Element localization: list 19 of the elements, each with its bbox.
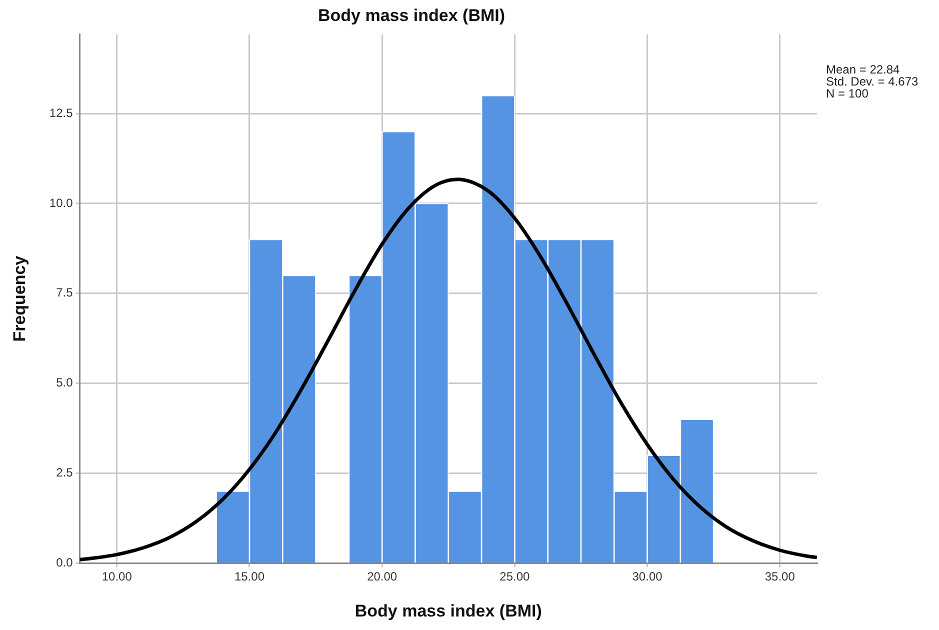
x-tick-label: 35.00 xyxy=(764,570,796,584)
x-axis-title: Body mass index (BMI) xyxy=(354,601,542,620)
y-axis-title: Frequency xyxy=(10,255,29,342)
y-tick-label: 2.5 xyxy=(56,466,74,480)
x-tick-label: 10.00 xyxy=(102,570,132,584)
text: Std. Dev. = 4.673 xyxy=(826,74,918,88)
y-tick-label: 10.0 xyxy=(49,196,74,210)
y-tick-label: 5.0 xyxy=(56,376,74,390)
y-tick-label: 7.5 xyxy=(56,286,74,300)
x-tick-label: 20.00 xyxy=(367,570,398,584)
chart-title: Body mass index (BMI) xyxy=(318,6,506,25)
text: N = 100 xyxy=(826,86,869,100)
y-tick-label: 0.0 xyxy=(56,556,74,570)
text: Mean = 22.84 xyxy=(826,62,900,76)
y-tick-label: 12.5 xyxy=(49,106,74,120)
x-tick-label: 30.00 xyxy=(632,570,663,584)
x-tick-label: 15.00 xyxy=(234,570,265,584)
x-tick-label: 25.00 xyxy=(500,570,530,584)
line-series xyxy=(80,178,817,562)
